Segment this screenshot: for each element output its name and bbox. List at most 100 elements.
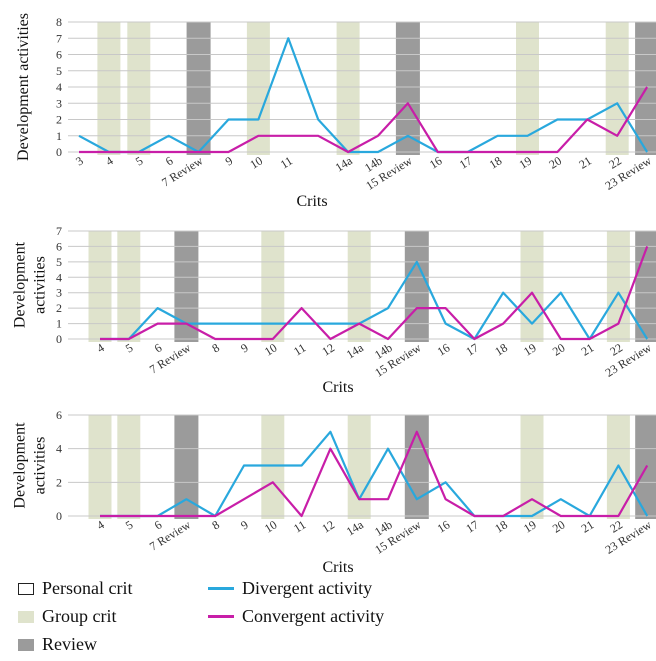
x-tick-label: 10 bbox=[247, 153, 265, 171]
x-tick-label: 6 bbox=[163, 153, 176, 168]
x-tick-label: 19 bbox=[517, 153, 535, 171]
x-tick-label: 21 bbox=[579, 340, 597, 358]
divergent-series-line bbox=[100, 260, 649, 341]
y-tick-label: 3 bbox=[56, 286, 62, 300]
x-tick-label: 10 bbox=[262, 517, 280, 535]
x-tick-label: 12 bbox=[319, 340, 337, 358]
divergent-line-swatch bbox=[208, 587, 234, 590]
x-tick-label: 16 bbox=[427, 153, 445, 171]
review-band bbox=[404, 231, 429, 342]
group-crit-band bbox=[605, 22, 629, 155]
y-tick-label: 7 bbox=[56, 224, 62, 238]
x-axis-title: Crits bbox=[322, 559, 353, 575]
x-axis-title: Crits bbox=[296, 193, 327, 210]
convergent-line-swatch bbox=[208, 615, 234, 618]
x-tick-label: 11 bbox=[278, 153, 295, 171]
group-crit-band bbox=[520, 231, 544, 342]
x-tick-label: 9 bbox=[238, 517, 251, 532]
group-crit-band bbox=[261, 415, 285, 519]
legend-group-crit: Group crit bbox=[18, 606, 116, 627]
x-tick-label: 10 bbox=[262, 340, 280, 358]
group-crit-band bbox=[347, 231, 371, 342]
group-crit-band bbox=[88, 415, 112, 519]
x-tick-label: 14a bbox=[344, 340, 367, 361]
y-tick-label: 3 bbox=[56, 96, 62, 110]
legend-review: Review bbox=[18, 634, 97, 655]
x-tick-label: 4 bbox=[94, 517, 107, 532]
x-tick-label: 18 bbox=[492, 340, 510, 358]
x-tick-label: 9 bbox=[238, 340, 251, 355]
convergent-series-line bbox=[79, 86, 649, 154]
review-swatch bbox=[18, 638, 34, 651]
group-crit-band bbox=[606, 231, 630, 342]
x-tick-label: 21 bbox=[579, 517, 597, 535]
x-tick-label: 14a bbox=[333, 153, 356, 174]
x-tick-label: 17 bbox=[457, 153, 475, 171]
legend-convergent: Convergent activity bbox=[208, 606, 384, 627]
x-tick-label: 17 bbox=[463, 340, 481, 358]
x-tick-label: 16 bbox=[435, 340, 453, 358]
y-tick-label: 0 bbox=[56, 332, 62, 346]
legend-review-label: Review bbox=[42, 634, 97, 654]
x-tick-label: 5 bbox=[133, 153, 146, 168]
group-crit-band bbox=[261, 231, 285, 342]
group-crit-band bbox=[347, 415, 371, 519]
y-tick-label: 4 bbox=[56, 80, 62, 94]
group-crit-band bbox=[336, 22, 360, 155]
legend-convergent-label: Convergent activity bbox=[242, 606, 385, 626]
x-tick-label: 19 bbox=[521, 340, 539, 358]
y-tick-label: 8 bbox=[56, 15, 62, 29]
legend-personal-label: Personal crit bbox=[42, 578, 133, 598]
review-band bbox=[404, 415, 429, 519]
y-tick-label: 2 bbox=[56, 113, 62, 127]
x-axis-title: Crits bbox=[322, 379, 353, 396]
y-tick-label: 2 bbox=[56, 475, 62, 489]
review-band bbox=[174, 231, 199, 342]
x-tick-label: 12 bbox=[319, 517, 337, 535]
review-band bbox=[174, 415, 199, 519]
group-crit-band bbox=[88, 231, 112, 342]
legend-divergent-label: Divergent activity bbox=[242, 578, 373, 598]
x-tick-label: 16 bbox=[435, 517, 453, 535]
group-crit-band bbox=[97, 22, 121, 155]
y-axis-title: Development activities bbox=[11, 241, 48, 328]
x-tick-label: 18 bbox=[487, 153, 505, 171]
y-axis-title: Development activities bbox=[15, 13, 32, 161]
x-tick-label: 20 bbox=[546, 153, 564, 171]
x-tick-label: 3 bbox=[73, 153, 86, 168]
x-tick-label: 11 bbox=[291, 340, 308, 358]
group-crit-band bbox=[117, 231, 141, 342]
x-tick-label: 11 bbox=[291, 517, 308, 535]
x-tick-label: 18 bbox=[492, 517, 510, 535]
x-tick-label: 5 bbox=[123, 517, 136, 532]
group-crit-band bbox=[117, 415, 141, 519]
x-tick-label: 8 bbox=[209, 517, 222, 532]
y-tick-label: 4 bbox=[56, 270, 62, 284]
legend-group-label: Group crit bbox=[42, 606, 117, 626]
legend: Personal crit Group crit Review Divergen… bbox=[18, 578, 438, 658]
review-band bbox=[186, 22, 211, 155]
x-tick-label: 5 bbox=[123, 340, 136, 355]
divergent-series-line bbox=[100, 430, 649, 518]
y-tick-label: 5 bbox=[56, 64, 62, 78]
x-tick-label: 6 bbox=[152, 340, 165, 355]
convergent-series-line bbox=[100, 430, 649, 518]
y-axis-title: Development activities bbox=[11, 422, 48, 509]
legend-personal-crit: Personal crit bbox=[18, 578, 132, 599]
group-crit-band bbox=[246, 22, 270, 155]
group-crit-band bbox=[516, 22, 539, 155]
x-tick-label: 20 bbox=[550, 517, 568, 535]
x-tick-label: 20 bbox=[550, 340, 568, 358]
x-tick-label: 4 bbox=[103, 153, 116, 168]
y-tick-label: 1 bbox=[56, 129, 62, 143]
y-tick-label: 6 bbox=[56, 239, 62, 253]
y-tick-label: 0 bbox=[56, 145, 62, 159]
group-crit-swatch bbox=[18, 610, 34, 623]
legend-divergent: Divergent activity bbox=[208, 578, 372, 599]
y-tick-label: 7 bbox=[56, 31, 62, 45]
divergent-series-line bbox=[78, 37, 649, 154]
y-tick-label: 1 bbox=[56, 317, 62, 331]
y-tick-label: 6 bbox=[56, 48, 62, 62]
